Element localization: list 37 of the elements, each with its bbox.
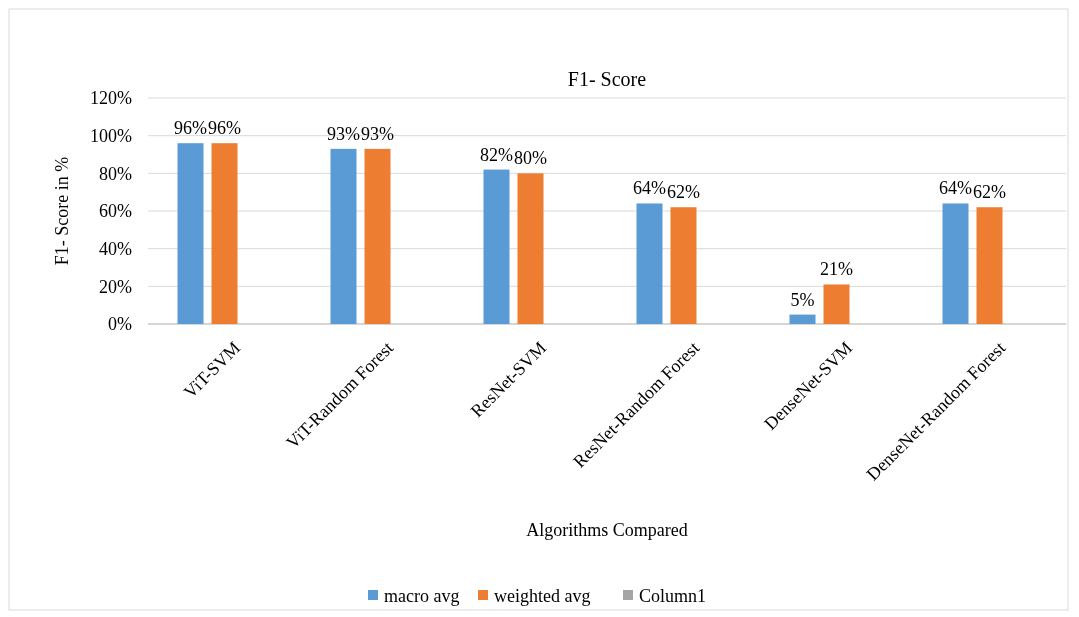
- chart-title: F1- Score: [567, 68, 647, 90]
- legend-label: Column1: [639, 586, 707, 607]
- bar: [942, 203, 969, 324]
- bar: [670, 207, 697, 324]
- bar: [517, 173, 544, 324]
- bar: [211, 143, 238, 324]
- legend-label: macro avg: [384, 586, 460, 607]
- bar: [364, 148, 391, 324]
- y-axis-title: F1- Score in %: [52, 156, 72, 266]
- y-tick-label: 60%: [99, 201, 132, 222]
- data-label: 5%: [790, 289, 815, 310]
- bar: [177, 143, 204, 324]
- data-label: 93%: [327, 123, 360, 144]
- bar: [483, 169, 510, 324]
- bar: [823, 284, 850, 324]
- data-label: 93%: [361, 123, 394, 144]
- y-tick-label: 100%: [90, 125, 132, 146]
- bar: [330, 148, 357, 324]
- y-tick-label: 20%: [99, 276, 132, 297]
- data-label: 96%: [208, 118, 241, 139]
- legend-label: weighted avg: [494, 586, 591, 607]
- data-label: 62%: [667, 182, 700, 203]
- y-tick-label: 40%: [99, 238, 132, 259]
- data-label: 96%: [174, 118, 207, 139]
- data-label: 82%: [480, 144, 513, 165]
- data-label: 21%: [820, 259, 853, 280]
- bar: [976, 207, 1003, 324]
- bar: [636, 203, 663, 324]
- data-label: 64%: [939, 178, 972, 199]
- data-label: 80%: [514, 148, 547, 169]
- data-label: 64%: [633, 178, 666, 199]
- bar: [789, 314, 816, 324]
- y-tick-label: 80%: [99, 163, 132, 184]
- y-tick-label: 120%: [90, 88, 132, 109]
- data-label: 62%: [973, 182, 1006, 203]
- x-axis-title: Algorithms Compared: [526, 520, 688, 540]
- y-tick-label: 0%: [108, 314, 132, 335]
